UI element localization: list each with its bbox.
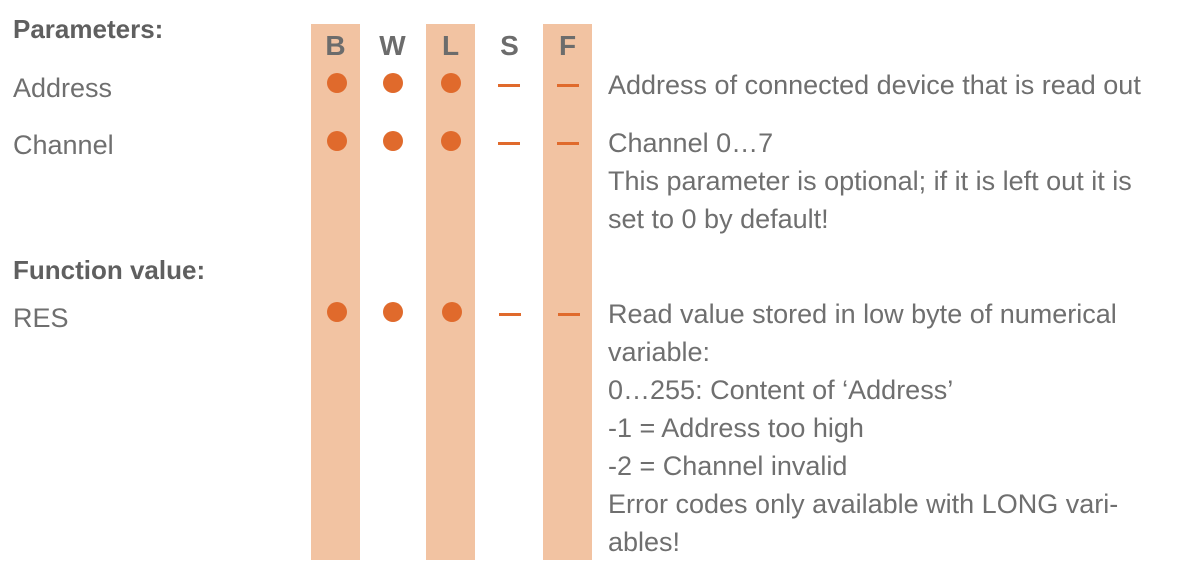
description-line: 0…255: Content of ‘Address’: [608, 375, 954, 405]
support-dash-f: [557, 84, 579, 87]
param-description-res: Read value stored in low byte of numeric…: [608, 295, 1198, 561]
description-line: This parameter is optional; if it is lef…: [608, 166, 1132, 196]
parameters-heading: Parameters:: [13, 14, 164, 44]
description-line: Error codes only available with LONG var…: [608, 489, 1119, 519]
description-line: -1 = Address too high: [608, 413, 864, 443]
support-dot-l: [441, 73, 461, 93]
column-band-f: [543, 24, 592, 560]
support-dash-f: [558, 313, 580, 316]
description-line: Channel 0…7: [608, 128, 774, 158]
description-line: set to 0 by default!: [608, 204, 829, 234]
support-dot-l: [441, 131, 461, 151]
support-dot-b: [327, 73, 347, 93]
column-header-w: W: [379, 30, 406, 61]
function-value-heading: Function value:: [13, 255, 206, 285]
support-dot-b: [327, 131, 347, 151]
description-line: Address of connected device that is read…: [608, 70, 1141, 100]
description-line: variable:: [608, 337, 711, 367]
support-dash-s: [498, 142, 520, 145]
param-name-address: Address: [13, 73, 113, 103]
description-line: -2 = Channel invalid: [608, 451, 848, 481]
param-name-channel: Channel: [13, 130, 114, 160]
support-dot-w: [383, 302, 403, 322]
support-dash-s: [499, 313, 521, 316]
column-header-s: S: [500, 30, 519, 61]
column-header-l: L: [441, 30, 460, 61]
column-header-f: F: [558, 30, 577, 61]
support-dash-s: [498, 84, 520, 87]
param-name-res: RES: [13, 303, 69, 333]
param-description-channel: Channel 0…7 This parameter is optional; …: [608, 124, 1198, 238]
param-description-address: Address of connected device that is read…: [608, 66, 1198, 104]
description-line: Read value stored in low byte of numeric…: [608, 299, 1117, 329]
support-dot-w: [383, 73, 403, 93]
description-line: ables!: [608, 527, 681, 557]
support-dot-l: [442, 302, 462, 322]
support-dot-b: [327, 302, 347, 322]
column-band-b: [311, 24, 360, 560]
support-dot-w: [383, 131, 403, 151]
support-dash-f: [557, 142, 579, 145]
column-band-l: [426, 24, 475, 560]
column-header-b: B: [325, 30, 346, 61]
